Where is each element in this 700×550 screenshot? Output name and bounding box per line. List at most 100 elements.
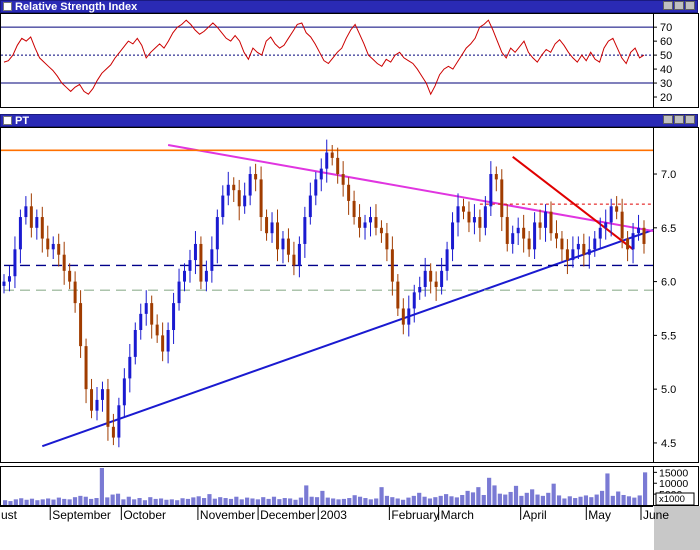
volume-bar [487,477,492,505]
candle-body [24,206,28,218]
candle-body [172,303,176,330]
volume-bar [513,485,519,505]
candle-body [259,179,263,218]
rsi-panel-titlebar[interactable]: Relative Strength Index [0,0,698,13]
volume-bar [266,498,271,505]
volume-bar [115,493,121,505]
candle-body [615,206,619,212]
rsi-tick-label: 40 [660,64,672,76]
volume-bar [304,485,309,505]
candle-body [210,249,214,271]
panel-menu-icon[interactable] [3,116,12,125]
date-axis-label: May [588,508,611,522]
candle-body [582,243,586,255]
price-tick-label: 7.0 [661,169,676,181]
rsi-series-line [3,19,645,96]
candle-body [325,152,329,169]
minimize-icon[interactable] [663,1,673,10]
candle-body [494,174,498,180]
candle-body [68,270,72,282]
maximize-icon[interactable] [674,115,684,124]
candle-body [226,184,230,196]
rsi-tick-label: 50 [660,50,672,62]
candle-body [505,217,509,244]
volume-bar [368,499,373,505]
minimize-icon[interactable] [663,115,673,124]
candle-body [565,249,569,261]
price-panel-titlebar[interactable]: PT [0,114,698,127]
candle-body [73,281,77,304]
trendline-steep-downtrend [512,156,634,251]
candle-body [489,174,493,207]
volume-bar [643,472,648,505]
volume-bar [142,500,148,505]
candle-body [319,168,323,180]
volume-bar [51,499,56,505]
volume-bar [271,496,277,505]
candle-body [587,249,591,255]
candle-body [155,324,159,336]
candle-body [297,243,301,266]
volume-bar [605,473,610,505]
volume-bar [363,498,368,505]
volume-bar [148,497,153,505]
volume-bar [616,491,621,505]
volume-bar [551,483,556,505]
volume-bar [185,498,191,505]
volume-bar [239,499,244,505]
close-icon[interactable] [685,115,695,124]
volume-bar [449,496,454,505]
date-axis-label: April [523,508,547,522]
rsi-tick-label: 60 [660,36,672,48]
volume-bar [126,496,131,505]
candle-body [544,211,548,228]
price-panel-window-buttons [662,115,695,128]
candle-body [609,206,613,223]
volume-bar [400,499,406,505]
volume-bar [374,498,379,505]
candle-body [35,217,39,228]
candle-body [445,249,449,271]
candle-body [177,281,181,304]
candle-body [593,238,597,250]
volume-unit-box [655,492,695,506]
volume-bar [331,498,336,505]
date-axis-label: March [441,508,474,522]
volume-bar [8,501,13,505]
candle-body [292,254,296,266]
candle-body [46,238,50,250]
volume-bar [530,489,535,505]
volume-bar [250,498,255,505]
volume-bar [99,468,104,505]
volume-bar [309,496,314,505]
date-axis-label: February [391,508,439,522]
candle-body [598,227,602,239]
volume-bar [454,497,459,505]
maximize-icon[interactable] [674,1,684,10]
panel-frame [0,127,699,463]
volume-bar [40,499,45,505]
volume-bar [637,495,642,505]
candle-body [84,346,88,390]
volume-bar [395,498,400,505]
candle-body [341,174,345,185]
volume-bar [524,492,529,505]
date-axis-label: September [52,508,111,522]
volume-bar [341,498,347,505]
candle-body [314,179,318,196]
candle-body [571,249,575,261]
volume-bar [282,498,287,505]
volume-bar [158,498,164,505]
candle-body [554,233,558,239]
volume-bar [24,499,29,505]
panel-menu-icon[interactable] [3,2,12,11]
volume-bar [438,495,443,505]
candle-body [100,389,104,400]
volume-bar [293,499,298,505]
close-icon[interactable] [685,1,695,10]
candle-body [560,238,564,250]
volume-bar [535,494,540,505]
candle-body [270,222,274,234]
volume-bar [94,498,99,505]
volume-bar [35,500,40,505]
